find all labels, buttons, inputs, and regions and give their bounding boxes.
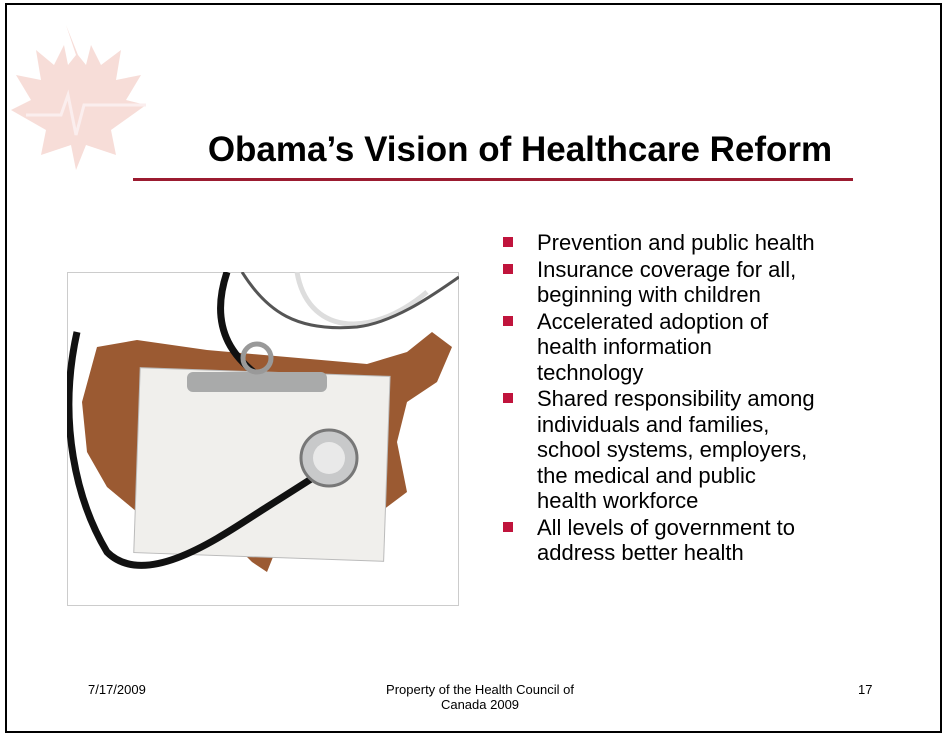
bullet-text: address better health: [537, 540, 920, 566]
bullet-item: Prevention and public health: [500, 230, 920, 256]
title-rule: [133, 178, 853, 181]
bullet-text: the medical and public: [537, 463, 920, 489]
bullet-text: school systems, employers,: [537, 437, 920, 463]
footer-source: Property of the Health Council of Canada…: [340, 682, 620, 712]
footer-source-line: Property of the Health Council of: [340, 682, 620, 697]
footer-source-line: Canada 2009: [340, 697, 620, 712]
bullet-item: Insurance coverage for all,beginning wit…: [500, 257, 920, 308]
page: Obama’s Vision of Healthcare Reform Prev…: [0, 0, 949, 721]
bullet-marker: [503, 237, 513, 247]
bullet-marker: [503, 522, 513, 532]
page-number: 17: [858, 682, 872, 697]
bullet-text: Accelerated adoption of: [537, 309, 920, 335]
slide-title: Obama’s Vision of Healthcare Reform: [100, 130, 940, 170]
bullet-text: health workforce: [537, 488, 920, 514]
bullet-text: All levels of government to: [537, 515, 920, 541]
bullet-text: individuals and families,: [537, 412, 920, 438]
bullet-text: Insurance coverage for all,: [537, 257, 920, 283]
bullet-text: Prevention and public health: [537, 230, 920, 256]
bullet-marker: [503, 316, 513, 326]
illustration: [67, 272, 459, 606]
bullet-marker: [503, 393, 513, 403]
bullet-text: Shared responsibility among: [537, 386, 920, 412]
bullet-text: health information: [537, 334, 920, 360]
footer-date: 7/17/2009: [88, 682, 146, 697]
bullet-text: beginning with children: [537, 282, 920, 308]
bullet-marker: [503, 264, 513, 274]
bullet-text: technology: [537, 360, 920, 386]
